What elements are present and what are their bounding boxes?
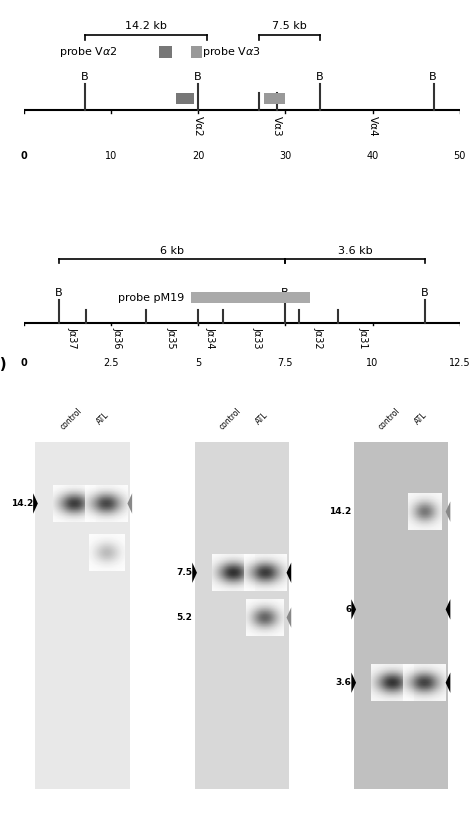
Text: 3.6: 3.6 bbox=[336, 678, 351, 687]
Text: B: B bbox=[316, 72, 323, 81]
Polygon shape bbox=[286, 563, 291, 583]
Text: 50: 50 bbox=[454, 151, 466, 162]
Text: 14.2: 14.2 bbox=[11, 499, 33, 508]
Text: Jα36: Jα36 bbox=[113, 328, 123, 349]
Polygon shape bbox=[446, 672, 450, 693]
Text: Vα4: Vα4 bbox=[367, 115, 378, 137]
Polygon shape bbox=[33, 493, 38, 514]
Text: 0: 0 bbox=[20, 358, 27, 367]
Text: ATL: ATL bbox=[254, 411, 270, 427]
Bar bbox=[36, 442, 130, 789]
Text: 7.5: 7.5 bbox=[278, 358, 293, 367]
Text: B: B bbox=[429, 72, 437, 81]
Text: 7.5 kb: 7.5 kb bbox=[273, 21, 307, 31]
Text: Jα33: Jα33 bbox=[253, 328, 263, 349]
Text: Vα2: Vα2 bbox=[193, 115, 203, 137]
Text: ATL: ATL bbox=[95, 411, 111, 427]
Polygon shape bbox=[351, 599, 356, 620]
Bar bbox=[191, 292, 310, 303]
Bar bbox=[354, 442, 448, 789]
Text: Vα3: Vα3 bbox=[272, 115, 282, 137]
Text: Jα31: Jα31 bbox=[359, 328, 369, 349]
Bar bbox=[159, 46, 172, 58]
Text: 7.5: 7.5 bbox=[176, 568, 192, 577]
Polygon shape bbox=[286, 607, 291, 628]
Text: 14.2 kb: 14.2 kb bbox=[125, 21, 167, 31]
Polygon shape bbox=[446, 502, 450, 522]
Polygon shape bbox=[192, 563, 197, 583]
Text: 2.5: 2.5 bbox=[103, 358, 118, 367]
Polygon shape bbox=[446, 599, 450, 620]
Text: ATL: ATL bbox=[413, 411, 429, 427]
Text: B: B bbox=[421, 289, 428, 298]
Text: probe V$\alpha$3: probe V$\alpha$3 bbox=[202, 45, 262, 59]
Text: 5: 5 bbox=[195, 358, 201, 367]
Text: 6 kb: 6 kb bbox=[160, 246, 184, 255]
Text: 40: 40 bbox=[366, 151, 379, 162]
Text: B: B bbox=[55, 289, 62, 298]
Text: Jα35: Jα35 bbox=[167, 328, 177, 349]
Polygon shape bbox=[128, 493, 132, 514]
Text: 5.2: 5.2 bbox=[176, 613, 192, 622]
Text: B: B bbox=[194, 72, 201, 81]
Text: B: B bbox=[281, 289, 289, 298]
Text: probe pM19: probe pM19 bbox=[118, 293, 184, 302]
Text: control: control bbox=[377, 406, 402, 432]
Bar bbox=[195, 442, 289, 789]
Text: B: B bbox=[81, 72, 88, 81]
Text: probe V$\alpha$2: probe V$\alpha$2 bbox=[59, 45, 118, 59]
Text: 6: 6 bbox=[345, 605, 351, 614]
Text: 20: 20 bbox=[192, 151, 204, 162]
Text: Jα32: Jα32 bbox=[313, 328, 323, 349]
Text: control: control bbox=[59, 406, 84, 432]
Text: 3.6 kb: 3.6 kb bbox=[338, 246, 373, 255]
Text: (b): (b) bbox=[0, 357, 7, 372]
Text: Jα37: Jα37 bbox=[67, 328, 78, 349]
Text: 10: 10 bbox=[105, 151, 117, 162]
Text: control: control bbox=[218, 406, 243, 432]
Bar bbox=[191, 46, 201, 58]
Bar bbox=[176, 93, 194, 105]
Text: Jα34: Jα34 bbox=[205, 328, 215, 349]
Text: 30: 30 bbox=[279, 151, 292, 162]
Text: 12.5: 12.5 bbox=[449, 358, 471, 367]
Text: 0: 0 bbox=[20, 151, 27, 162]
Polygon shape bbox=[351, 672, 356, 693]
Text: 14.2: 14.2 bbox=[329, 507, 351, 516]
Text: 10: 10 bbox=[366, 358, 379, 367]
Bar bbox=[264, 93, 285, 105]
